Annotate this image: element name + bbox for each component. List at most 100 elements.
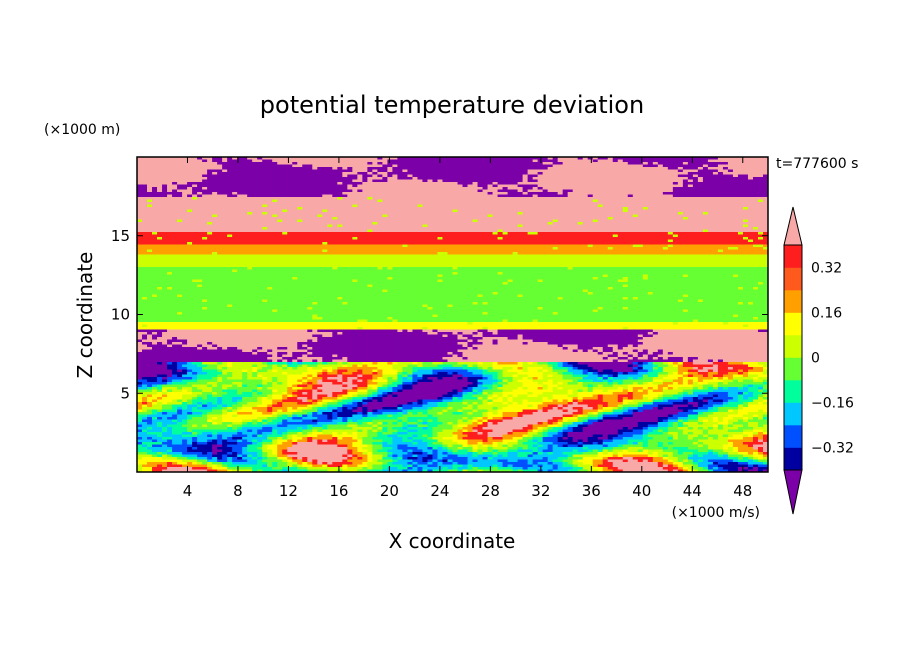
heatmap-cell <box>612 199 619 203</box>
heatmap-cell <box>532 207 539 211</box>
heatmap-cell <box>587 252 594 256</box>
heatmap-cell <box>547 187 554 191</box>
heatmap-cell <box>457 254 464 258</box>
heatmap-cell <box>632 159 639 163</box>
heatmap-cell <box>387 242 394 246</box>
heatmap-cell <box>462 224 469 228</box>
heatmap-cell <box>607 172 614 176</box>
heatmap-cell <box>742 204 749 208</box>
heatmap-cell <box>602 242 609 246</box>
heatmap-cell <box>152 219 158 223</box>
heatmap-cell <box>242 229 248 233</box>
heatmap-cell <box>342 247 348 251</box>
heatmap-cell <box>337 249 343 253</box>
heatmap-cell <box>282 172 288 176</box>
heatmap-cell <box>322 209 328 213</box>
heatmap-cell <box>562 197 569 201</box>
heatmap-cell <box>377 202 383 206</box>
heatmap-cell <box>672 219 679 223</box>
heatmap-cell <box>602 167 609 171</box>
heatmap-cell <box>572 219 579 223</box>
heatmap-cell <box>732 209 739 213</box>
heatmap-cell <box>592 159 599 163</box>
heatmap-cell <box>542 224 549 228</box>
heatmap-cell <box>227 194 233 198</box>
heatmap-cell <box>227 199 233 203</box>
heatmap-cell <box>467 192 474 196</box>
heatmap-cell <box>452 219 459 223</box>
heatmap-cell <box>292 254 298 258</box>
heatmap-cell <box>732 219 739 223</box>
heatmap-cell <box>142 249 148 253</box>
heatmap-cell <box>417 249 424 253</box>
heatmap-cell <box>177 244 183 248</box>
heatmap-cell <box>522 169 529 173</box>
heatmap-cell <box>562 159 569 163</box>
heatmap-cell <box>662 199 669 203</box>
heatmap-cell <box>317 194 323 198</box>
heatmap-cell <box>292 159 298 163</box>
heatmap-cell <box>147 209 153 213</box>
heatmap-cell <box>722 192 729 196</box>
heatmap-cell <box>352 169 358 173</box>
heatmap-cell <box>732 162 739 166</box>
heatmap-cell <box>427 217 434 221</box>
heatmap-cell <box>492 159 499 163</box>
heatmap-cell <box>712 242 719 246</box>
heatmap-cell <box>697 244 704 248</box>
heatmap-cell <box>252 194 258 198</box>
heatmap-cell <box>752 212 759 216</box>
heatmap-cell <box>187 232 193 236</box>
heatmap-cell <box>527 254 534 258</box>
heatmap-cell <box>192 229 198 233</box>
heatmap-cell <box>257 164 263 168</box>
heatmap-cell <box>567 204 574 208</box>
heatmap-cell <box>632 184 639 188</box>
heatmap-cell <box>657 219 664 223</box>
heatmap-cell <box>467 239 474 243</box>
heatmap-cell <box>652 249 659 253</box>
heatmap-cell <box>687 172 694 176</box>
heatmap-cell <box>747 194 754 198</box>
heatmap-cell <box>547 252 554 256</box>
heatmap-cell <box>202 199 208 203</box>
heatmap-cell <box>387 157 394 161</box>
heatmap-cell <box>727 237 734 241</box>
heatmap-cell <box>432 179 439 183</box>
heatmap-cell <box>187 179 193 183</box>
heatmap-cell <box>637 157 644 161</box>
heatmap-cell <box>642 234 649 238</box>
heatmap-cell <box>202 169 208 173</box>
heatmap-cell <box>507 182 514 186</box>
heatmap-cell <box>592 177 599 181</box>
heatmap-cell <box>727 229 734 233</box>
heatmap-cell <box>722 197 729 201</box>
heatmap-cell <box>677 167 684 171</box>
heatmap-cell <box>392 159 399 163</box>
heatmap-cell <box>432 189 439 193</box>
heatmap-cell <box>422 227 429 231</box>
heatmap-cell <box>302 237 308 241</box>
heatmap-cell <box>322 252 328 256</box>
heatmap-cell <box>197 249 203 253</box>
heatmap-cell <box>252 177 258 181</box>
heatmap-cell <box>237 249 243 253</box>
heatmap-cell <box>507 157 514 161</box>
heatmap-cell <box>207 234 213 238</box>
heatmap-cell <box>602 179 609 183</box>
heatmap-cell <box>477 212 484 216</box>
heatmap-cell <box>347 194 353 198</box>
heatmap-cell <box>497 249 504 253</box>
heatmap-cell <box>332 229 338 233</box>
heatmap-cell <box>137 157 143 161</box>
heatmap-cell <box>717 189 724 193</box>
heatmap-cell <box>667 249 674 253</box>
heatmap-cell <box>392 192 399 196</box>
heatmap-cell <box>457 209 464 213</box>
heatmap-cell <box>282 234 288 238</box>
heatmap-cell <box>607 224 614 228</box>
heatmap-cell <box>142 239 148 243</box>
heatmap-cell <box>622 162 629 166</box>
heatmap-cell <box>672 187 679 191</box>
heatmap-cell <box>327 217 333 221</box>
